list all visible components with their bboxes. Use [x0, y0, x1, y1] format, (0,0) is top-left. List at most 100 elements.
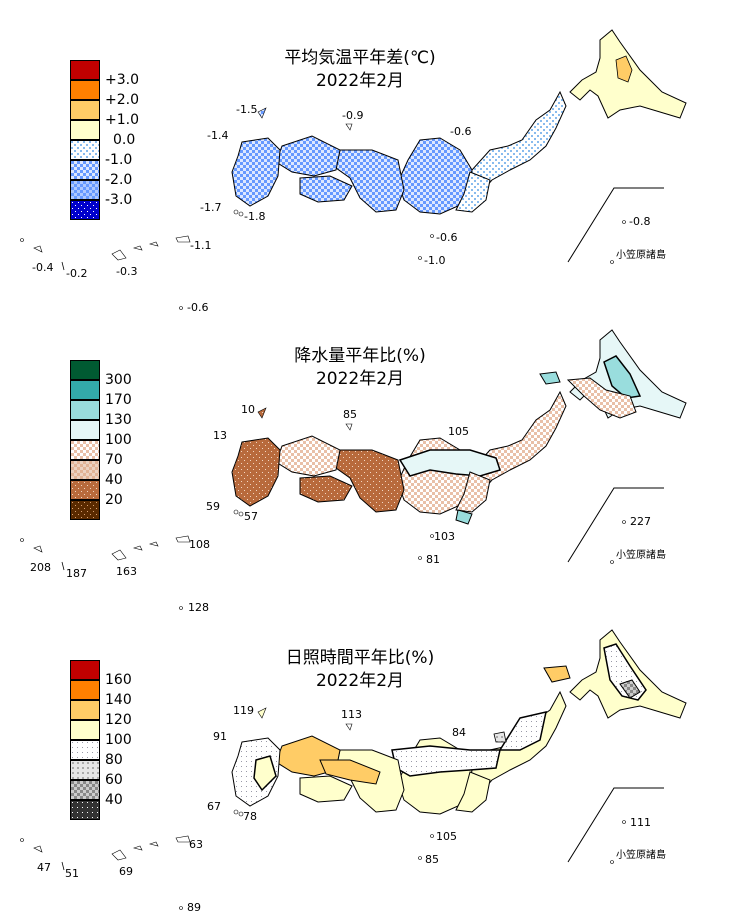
legend-swatch: [70, 100, 100, 120]
value-label: 69: [119, 865, 133, 878]
panel-title: 降水量平年比(%): [294, 346, 426, 366]
legend-swatch: [70, 360, 100, 380]
value-label: 105: [436, 830, 457, 843]
shikoku-region: [299, 775, 353, 803]
value-label: -1.8: [244, 210, 266, 223]
legend-label: 140: [105, 692, 132, 708]
legend-swatch: [70, 420, 100, 440]
value-label: 119: [233, 704, 254, 717]
value-label: 13: [213, 429, 227, 442]
japan-map: [20, 29, 687, 310]
tohoku-low: [498, 711, 547, 751]
legend-label: 170: [105, 392, 132, 408]
kanto-region: [455, 171, 491, 213]
value-label: 67: [207, 800, 221, 813]
legend-label: +3.0: [105, 72, 139, 88]
legend-label: 100: [105, 732, 132, 748]
value-label: -1.5: [236, 103, 258, 116]
panel-title: 平均気温平年差(℃): [284, 48, 436, 68]
shikoku-region: [299, 175, 353, 203]
value-label: -0.6: [450, 125, 472, 138]
legend-swatch: [70, 140, 100, 160]
kanto-region: [455, 771, 491, 813]
value-label: 78: [243, 810, 257, 823]
value-label: 85: [343, 408, 357, 421]
legend-swatch: [70, 380, 100, 400]
value-label: 47: [37, 861, 51, 874]
value-label: 128: [188, 601, 209, 614]
legend-label: 70: [105, 452, 123, 468]
value-label: -0.9: [342, 109, 364, 122]
value-label: 51: [65, 867, 79, 880]
legend-swatch: [70, 740, 100, 760]
value-label: 111: [630, 816, 651, 829]
value-label: -1.1: [190, 239, 212, 252]
legend-swatch: [70, 720, 100, 740]
hokuriku-low: [391, 745, 501, 777]
value-label: -0.4: [32, 261, 54, 274]
value-label: 105: [448, 425, 469, 438]
legend-label: 130: [105, 412, 132, 428]
value-label: -0.3: [116, 265, 138, 278]
value-label: 59: [206, 500, 220, 513]
hokkaido-dry: [566, 377, 637, 419]
panel-subtitle: 2022年2月: [315, 71, 405, 91]
legend-swatch: [70, 500, 100, 520]
legend-label: -2.0: [105, 172, 133, 188]
legend-label: -1.0: [105, 152, 133, 168]
hokuriku-wet: [398, 449, 501, 477]
value-label: 57: [244, 510, 258, 523]
chugoku-region: [275, 435, 341, 477]
value-label: 81: [426, 553, 440, 566]
value-label: -0.2: [66, 267, 88, 280]
panel-title: 日照時間平年比(%): [285, 648, 435, 668]
legend-swatch: [70, 200, 100, 220]
legend-label: 40: [105, 472, 123, 488]
legend-label: 0.0: [113, 132, 136, 148]
legend-swatch: [70, 480, 100, 500]
legend-swatch: [70, 180, 100, 200]
value-label: 208: [30, 561, 51, 574]
chugoku-region: [275, 135, 341, 177]
temperature-panel: 平均気温平年差(℃) 2022年2月 +3.0 +2.0 +1.0 0.0 -1…: [0, 0, 750, 314]
value-label: -1.0: [424, 254, 446, 267]
legend-label: 40: [105, 792, 123, 808]
legend-swatch: [70, 60, 100, 80]
legend-label: 20: [105, 492, 123, 508]
sunshine-panel: 日照時間平年比(%) 2022年2月 160 140 120 100 80 60…: [0, 600, 750, 914]
panel-subtitle: 2022年2月: [315, 671, 405, 691]
legend-swatch: [70, 800, 100, 820]
value-label: 187: [66, 567, 87, 580]
hokkaido-wet: [603, 355, 642, 399]
kyushu-region: [231, 437, 281, 507]
legend-swatch: [70, 780, 100, 800]
legend-label: 100: [105, 432, 132, 448]
value-label: 89: [187, 901, 201, 914]
legend-swatch: [70, 760, 100, 780]
value-label: 91: [213, 730, 227, 743]
kinki-region: [335, 149, 405, 213]
kyushu-region: [231, 137, 281, 207]
legend-label: 80: [105, 752, 123, 768]
ogasawara-label: 小笠原諸島: [616, 250, 666, 261]
legend-label: 60: [105, 772, 123, 788]
legend-label: 300: [105, 372, 132, 388]
legend-swatch: [70, 80, 100, 100]
value-label: 84: [452, 726, 466, 739]
legend-label: -3.0: [105, 192, 133, 208]
value-label: 227: [630, 515, 651, 528]
value-label: -1.4: [207, 129, 229, 142]
legend-swatch: [70, 120, 100, 140]
warm-area: [615, 55, 633, 83]
legend-swatch: [70, 680, 100, 700]
value-label: 103: [434, 530, 455, 543]
legend-label: 120: [105, 712, 132, 728]
ogasawara-label: 小笠原諸島: [616, 550, 666, 561]
japan-map: [20, 329, 687, 610]
legend-swatch: [70, 440, 100, 460]
japan-map: [20, 629, 687, 910]
value-label: -0.8: [629, 215, 651, 228]
value-label: -0.6: [187, 301, 209, 314]
legend-swatch: [70, 460, 100, 480]
value-label: 163: [116, 565, 137, 578]
